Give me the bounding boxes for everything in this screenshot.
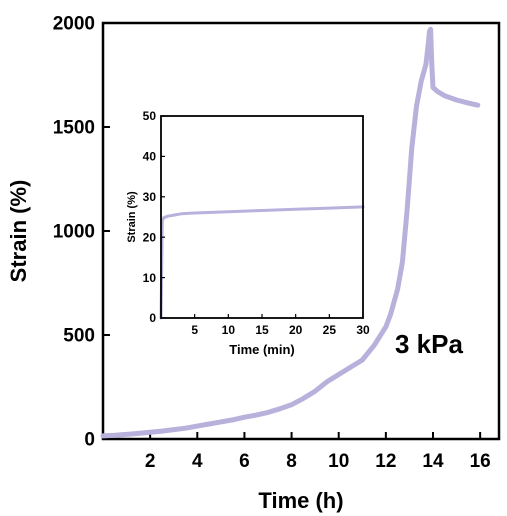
main-series [100,26,481,439]
main-x-tick-label: 8 [286,451,297,472]
pressure-annotation: 3 kPa [395,329,463,359]
inset-x-tick-label: 30 [356,323,370,337]
main-x-tick-label: 2 [145,451,156,472]
inset-x-tick-label: 25 [323,323,337,337]
main-y-tick-label: 500 [63,326,95,347]
inset-y-tick-label: 20 [143,230,157,244]
main-x-tick-label: 4 [192,451,203,472]
inset-y-tick-label: 30 [143,190,157,204]
inset-x-tick-label: 5 [191,323,198,337]
inset-y-tick-label: 40 [143,150,157,164]
inset-x-axis-title: Time (min) [229,342,295,357]
main-x-tick-label: 6 [239,451,250,472]
main-y-tick-label: 1500 [53,118,95,139]
inset-x-tick-label: 10 [222,323,236,337]
inset-x-tick-label: 20 [289,323,303,337]
inset-background [161,116,363,318]
inset-series [159,205,365,320]
main-y-tick-label: 1000 [53,222,95,243]
inset-x-tick-label: 15 [255,323,269,337]
main-y-tick-label: 0 [84,430,95,451]
main-series-line-0 [100,26,481,439]
main-x-axis-title: Time (h) [258,488,343,513]
inset-y-tick-label: 0 [149,311,156,325]
inset-series-line-0 [159,205,365,320]
inset-axis-ticks: 5 10 15 20 25 30 0 10 20 30 40 50 [143,109,370,337]
inset-y-axis-title: Strain (%) [126,191,138,243]
inset-y-tick-label: 50 [143,109,157,123]
main-x-tick-label: 12 [375,451,396,472]
main-y-axis-title: Strain (%) [6,180,31,283]
inset-y-tick-label: 10 [143,271,157,285]
main-x-tick-label: 10 [328,451,349,472]
main-x-tick-label: 14 [422,451,444,472]
main-x-tick-label: 16 [470,451,491,472]
main-y-tick-label: 2000 [53,14,95,35]
